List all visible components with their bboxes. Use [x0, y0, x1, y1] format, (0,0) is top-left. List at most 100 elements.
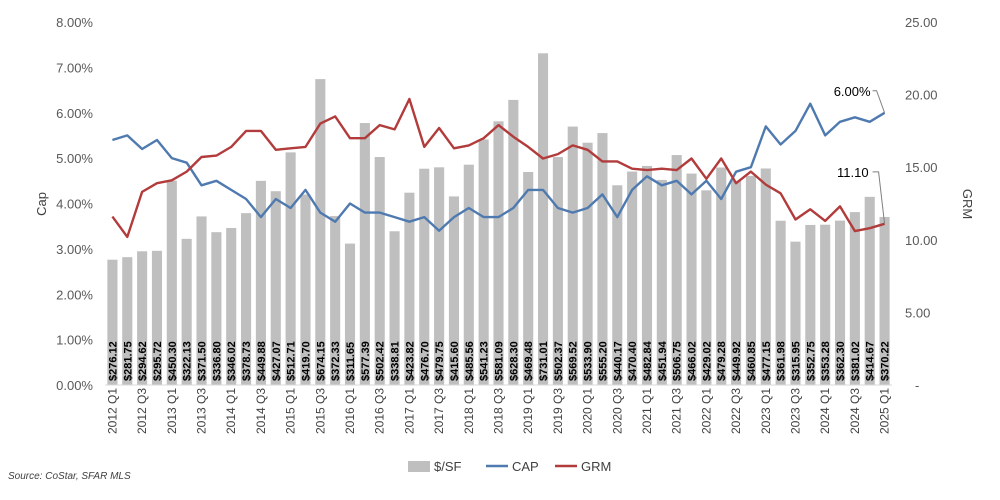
bar-2013-q4 — [211, 232, 222, 385]
legend-label-price-per-sf: $/SF — [434, 459, 462, 474]
bar-label-2020-q2: $555.20 — [597, 341, 609, 381]
bar-label-2024-q3: $381.02 — [850, 341, 862, 381]
bar-label-2018-q1: $485.56 — [464, 341, 476, 381]
x-tick-label: 2018 Q1 — [462, 388, 476, 434]
y-right-tick-label: - — [915, 378, 919, 393]
bar-2014-q4 — [270, 191, 281, 385]
y-left-tick-label: 4.00% — [56, 197, 93, 212]
bar-label-2024-q2: $362.30 — [835, 341, 847, 381]
x-tick-label: 2021 Q3 — [670, 388, 684, 434]
bar-2015-q4 — [330, 216, 341, 385]
x-tick-label: 2020 Q1 — [581, 388, 595, 434]
bar-2020-q4 — [627, 171, 638, 385]
bar-label-2018-q2: $541.23 — [479, 341, 491, 381]
bar-2022-q4 — [745, 175, 756, 385]
x-tick-label: 2020 Q3 — [610, 388, 624, 434]
y-left-tick-label: 1.00% — [56, 333, 93, 348]
bar-label-2012-q4: $295.72 — [152, 341, 164, 381]
bar-label-2024-q1: $353.28 — [820, 341, 832, 381]
bar-2021-q1 — [641, 165, 653, 385]
bar-label-2014-q4: $427.07 — [271, 341, 283, 381]
y-left-tick-label: 2.00% — [56, 287, 93, 302]
bar-label-2014-q3: $449.88 — [256, 341, 268, 381]
y-left-axis-title: Cap — [34, 192, 49, 216]
bar-2012-q3 — [137, 251, 148, 385]
bar-label-2016-q2: $577.39 — [360, 341, 372, 381]
x-tick-label: 2017 Q1 — [402, 388, 416, 434]
x-tick-label: 2017 Q3 — [432, 388, 446, 434]
bar-2022-q1 — [701, 190, 712, 385]
bar-label-2013-q3: $371.50 — [197, 341, 209, 381]
bar-2022-q3 — [731, 180, 742, 385]
x-tick-label: 2013 Q3 — [195, 388, 209, 434]
x-tick-label: 2014 Q3 — [254, 388, 268, 434]
bar-2024-q1 — [820, 224, 831, 385]
bar-label-2017-q2: $476.70 — [419, 341, 431, 381]
y-right-tick-label: 25.00 — [905, 15, 938, 30]
bar-2016-q2 — [359, 123, 370, 386]
bar-2013-q2 — [181, 238, 192, 385]
bar-2018-q4 — [508, 99, 519, 385]
legend-swatch-bar — [408, 461, 430, 472]
bar-2014-q3 — [255, 180, 266, 385]
bar-label-2021-q2: $451.94 — [657, 340, 669, 381]
bar-label-2012-q1: $276.12 — [107, 341, 119, 381]
x-tick-label: 2023 Q3 — [788, 388, 802, 434]
bar-2015-q2 — [300, 194, 311, 385]
bar-label-2013-q4: $336.80 — [211, 341, 223, 381]
bar-2024-q4 — [864, 196, 875, 385]
bar-label-2021-q4: $466.02 — [687, 341, 699, 381]
grm-annotation-leader — [872, 171, 886, 224]
bar-2012-q2 — [122, 257, 133, 385]
x-tick-label: 2018 Q3 — [492, 388, 506, 434]
line-cap — [112, 102, 886, 232]
bar-label-2012-q3: $294.62 — [137, 341, 149, 381]
bar-label-2019-q4: $569.52 — [568, 341, 580, 381]
bar-label-2024-q4: $414.67 — [865, 341, 877, 381]
y-left-tick-label: 7.00% — [56, 60, 93, 75]
bar-label-2017-q1: $423.82 — [404, 341, 416, 381]
bar-label-2013-q1: $450.30 — [167, 341, 179, 381]
y-left-tick-label: 3.00% — [56, 242, 93, 257]
y-right-tick-label: 5.00 — [905, 305, 930, 320]
bar-2023-q3 — [790, 241, 801, 385]
x-tick-label: 2016 Q3 — [373, 388, 387, 434]
bar-label-2021-q1: $482.84 — [642, 340, 654, 381]
y-left-tick-label: 8.00% — [56, 15, 93, 30]
bar-2012-q1 — [107, 259, 118, 385]
bar-label-2022-q1: $429.02 — [701, 341, 713, 381]
bar-label-2018-q3: $581.09 — [494, 341, 506, 381]
bar-label-2015-q1: $512.71 — [286, 341, 298, 381]
bar-label-2012-q2: $281.75 — [122, 341, 134, 381]
bar-value-labels: $276.12 $281.75 $294.62 $295.72 $450.30 $322.… — [107, 340, 891, 381]
bar-label-2022-q3: $449.92 — [731, 341, 743, 381]
y-right-axis-title: GRM — [960, 189, 975, 219]
bar-2020-q3 — [612, 185, 623, 385]
bar-2021-q4 — [686, 173, 697, 385]
bar-2023-q4 — [805, 224, 816, 385]
bar-label-2020-q4: $470.40 — [627, 341, 639, 381]
x-tick-label: 2023 Q1 — [759, 388, 773, 434]
bar-2017-q2 — [419, 168, 430, 385]
line-grm — [111, 97, 885, 239]
bar-label-2019-q1: $469.48 — [523, 341, 535, 381]
bar-2019-q4 — [567, 126, 578, 386]
bar-2017-q3 — [434, 167, 445, 385]
bar-label-2021-q3: $506.75 — [672, 341, 684, 381]
y-left-tick-label: 0.00% — [56, 378, 93, 393]
x-tick-label: 2015 Q1 — [284, 388, 298, 434]
source-note: Source: CoStar, SFAR MLS — [8, 471, 131, 482]
cap-annotation-label: 6.00% — [834, 84, 871, 99]
bar-2016-q1 — [344, 243, 356, 385]
x-tick-label: 2019 Q1 — [521, 388, 535, 434]
x-tick-label: 2024 Q1 — [818, 388, 832, 434]
bar-label-2023-q3: $315.95 — [790, 341, 802, 381]
bar-2014-q1 — [226, 227, 237, 385]
bar-label-2017-q3: $479.75 — [434, 341, 446, 381]
bar-series-price-per-sf — [107, 53, 890, 386]
x-tick-label: 2014 Q1 — [224, 388, 238, 434]
grm-annotation-label: 11.10 — [837, 165, 869, 180]
x-tick-label: 2015 Q3 — [313, 388, 327, 434]
y-left-tick-label: 6.00% — [56, 106, 93, 121]
bar-label-2023-q1: $477.15 — [761, 341, 773, 381]
